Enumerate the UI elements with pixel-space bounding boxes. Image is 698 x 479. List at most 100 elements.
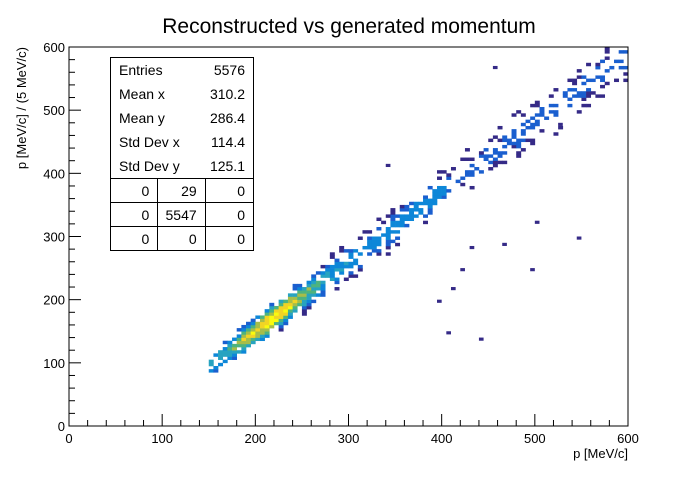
heatmap-bin xyxy=(409,208,415,212)
heatmap-bin xyxy=(604,69,610,73)
heatmap-bin xyxy=(427,211,433,215)
heatmap-bin xyxy=(362,245,368,250)
heatmap-bin xyxy=(376,239,382,244)
heatmap-bin xyxy=(488,138,494,143)
heatmap-bin xyxy=(325,264,331,269)
heatmap-bin xyxy=(437,185,442,190)
heatmap-bin xyxy=(241,331,247,335)
heatmap-bin xyxy=(423,201,428,206)
heatmap-bin xyxy=(427,198,433,203)
heatmap-bin xyxy=(534,113,540,117)
heatmap-bin xyxy=(567,78,573,83)
heatmap-bin xyxy=(483,154,489,158)
heatmap-bin xyxy=(278,302,284,307)
heatmap-bin xyxy=(390,208,396,212)
heatmap-bin xyxy=(301,302,307,307)
heatmap-bin xyxy=(506,141,512,146)
heatmap-bin xyxy=(269,309,275,313)
heatmap-bin xyxy=(259,321,265,326)
heatmap-bin xyxy=(376,236,382,240)
heatmap-bin xyxy=(502,242,507,246)
heatmap-bin xyxy=(218,362,224,367)
heatmap-bin xyxy=(446,331,451,335)
heatmap-bin xyxy=(227,353,233,357)
heatmap-bin xyxy=(306,287,312,291)
stats-row-entries: Entries 5576 xyxy=(119,62,245,78)
heatmap-bin xyxy=(539,110,545,114)
heatmap-bin xyxy=(283,315,289,319)
heatmap-bin xyxy=(306,280,312,285)
heatmap-bin xyxy=(287,299,293,304)
heatmap-bin xyxy=(446,173,452,177)
heatmap-bin xyxy=(311,283,317,288)
heatmap-bin xyxy=(595,62,601,67)
heatmap-bin xyxy=(385,227,391,231)
heatmap-bin xyxy=(306,296,312,300)
heatmap-bin xyxy=(604,50,610,54)
heatmap-bin xyxy=(576,110,582,114)
heatmap-bin xyxy=(329,277,335,282)
heatmap-bin xyxy=(311,290,317,294)
heatmap-bin xyxy=(385,214,391,218)
heatmap-bin xyxy=(539,129,545,133)
heatmap-bin xyxy=(334,268,340,272)
heatmap-bin xyxy=(548,103,554,108)
heatmap-bin xyxy=(497,160,503,165)
heatmap-bin xyxy=(283,305,289,310)
heatmap-bin xyxy=(497,138,503,143)
heatmap-bin xyxy=(413,208,419,212)
heatmap-bin xyxy=(548,110,554,114)
heatmap-bin xyxy=(311,293,317,297)
heatmap-bin xyxy=(287,296,293,300)
heatmap-bin xyxy=(339,264,345,269)
heatmap-bin xyxy=(492,151,498,155)
heatmap-bin xyxy=(437,195,442,199)
heatmap-bin xyxy=(306,283,312,288)
heatmap-bin xyxy=(516,138,522,143)
heatmap-bin xyxy=(530,103,536,108)
heatmap-bin xyxy=(348,271,354,275)
heatmap-bin xyxy=(520,132,526,136)
heatmap-bin xyxy=(218,353,224,357)
heatmap-bin xyxy=(334,261,340,266)
heatmap-bin xyxy=(259,337,265,342)
heatmap-bin xyxy=(334,280,340,285)
heatmap-bin xyxy=(511,113,517,117)
heatmap-bin xyxy=(269,324,275,329)
heatmap-bin xyxy=(208,359,214,364)
heatmap-bin xyxy=(483,148,489,152)
heatmap-bin xyxy=(250,340,256,345)
heatmap-bin xyxy=(311,299,317,304)
heatmap-bin xyxy=(320,271,326,275)
heatmap-bin xyxy=(259,334,265,338)
heatmap-bin xyxy=(329,268,335,272)
heatmap-bin xyxy=(604,56,610,60)
heatmap-bin xyxy=(227,343,233,348)
heatmap-bin xyxy=(287,293,293,297)
heatmap-bin xyxy=(600,75,606,79)
heatmap-bin xyxy=(259,315,265,319)
heatmap-bin xyxy=(371,236,377,240)
quadrant-cell: 0 xyxy=(205,226,253,250)
heatmap-bin xyxy=(525,119,531,124)
heatmap-bin xyxy=(292,293,298,297)
heatmap-bin xyxy=(208,369,214,373)
heatmap-bin xyxy=(320,264,326,269)
heatmap-bin xyxy=(222,353,228,357)
heatmap-bin xyxy=(586,94,592,98)
heatmap-bin xyxy=(399,208,405,212)
heatmap-bin xyxy=(339,271,345,275)
heatmap-bin xyxy=(618,50,624,54)
heatmap-bin xyxy=(241,350,247,354)
heatmap-bin xyxy=(259,328,265,332)
heatmap-bin xyxy=(553,110,559,114)
heatmap-bin xyxy=(329,271,335,275)
heatmap-bin xyxy=(250,334,256,338)
heatmap-bin xyxy=(371,245,377,250)
heatmap-bin xyxy=(399,204,405,209)
heatmap-bin xyxy=(269,321,275,326)
heatmap-bin xyxy=(227,340,233,345)
heatmap-bin xyxy=(623,72,629,76)
heatmap-bin xyxy=(390,220,396,225)
heatmap-bin xyxy=(315,287,321,291)
